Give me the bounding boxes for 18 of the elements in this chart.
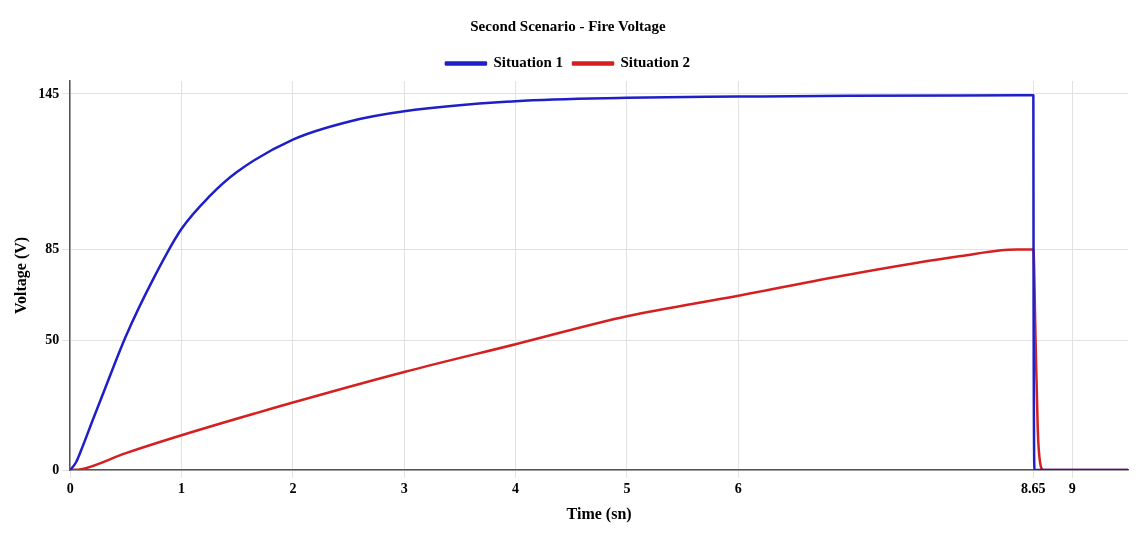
y-tick-label: 145: [38, 85, 60, 101]
x-tick-label: 9: [1068, 481, 1076, 497]
x-axis-title: Time (sn): [566, 504, 632, 523]
x-tick-label: 0: [66, 481, 74, 497]
x-tick-label: 6: [734, 481, 742, 497]
y-tick-label: 0: [52, 461, 60, 477]
legend-label: Situation 2: [620, 54, 691, 71]
legend-label: Situation 1: [493, 54, 564, 71]
x-tick-label: 5: [623, 481, 631, 497]
chart-title: Second Scenario - Fire Voltage: [470, 17, 667, 34]
y-tick-label: 85: [45, 241, 60, 257]
x-tick-label: 1: [178, 481, 186, 497]
y-axis-title: Voltage (V): [11, 236, 30, 315]
x-tick-label: 4: [512, 481, 520, 497]
y-tick-label: 50: [45, 331, 60, 347]
x-tick-label: 2: [289, 481, 297, 497]
x-tick-label: 8.65: [1021, 481, 1046, 497]
x-tick-label: 3: [400, 481, 408, 497]
